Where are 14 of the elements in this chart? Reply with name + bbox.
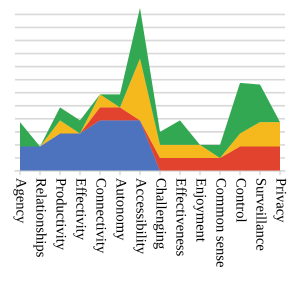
x-tick-label: Enjoyment [193, 178, 206, 242]
x-tick-label: Common sense [216, 178, 226, 267]
x-tick-label: Productivity [53, 178, 67, 250]
x-tick-label: Challenging [153, 178, 167, 249]
x-tick-label: Autonomy [113, 178, 126, 240]
x-tick-label: Surveillance [256, 178, 267, 250]
x-tick-label: Effectivity [73, 178, 87, 240]
x-tick-label: Control [236, 178, 247, 222]
x-tick-label: Agency [13, 178, 26, 224]
x-tick-label: Privacy [273, 178, 286, 222]
x-tick-label: Relationships [33, 178, 47, 257]
x-tick-label: Connectivity [93, 178, 106, 254]
x-tick-label: Effectiveness [176, 178, 187, 256]
x-tick-label: Accessibility [133, 178, 147, 254]
